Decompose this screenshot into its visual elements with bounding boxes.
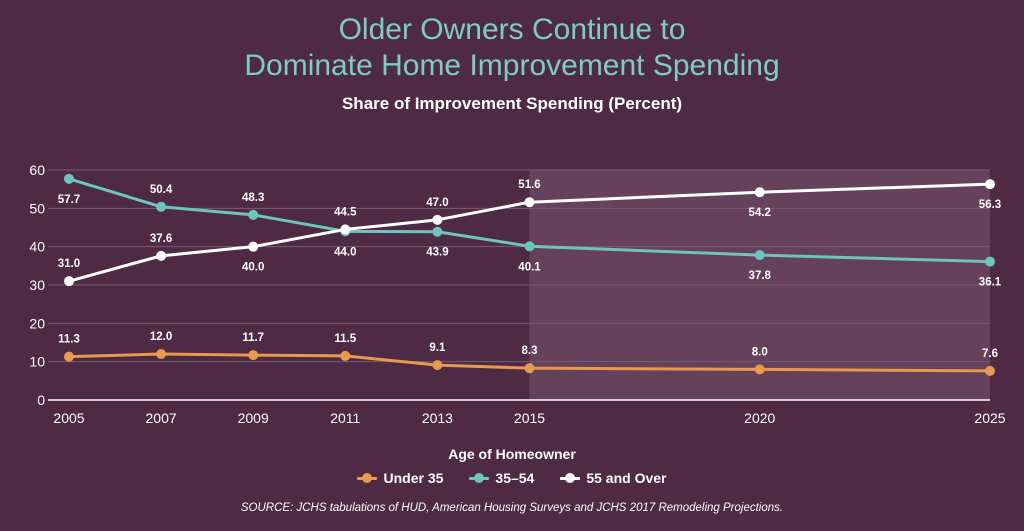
point-under-35-2015 xyxy=(524,363,535,374)
chart-subtitle: Share of Improvement Spending (Percent) xyxy=(341,94,683,113)
point-under-35-2025 xyxy=(985,365,995,376)
point-under-35-2013 xyxy=(432,360,443,371)
legend-swatch-under-35 xyxy=(357,472,378,484)
chart-title: Older Owners Continue to Dominate Home I… xyxy=(0,12,1024,84)
point-55-and-over-2013 xyxy=(432,214,443,225)
x-axis-title: Age of Homeowner xyxy=(448,446,576,462)
series-line-under-35 xyxy=(67,352,992,373)
legend-item-55-and-over: 55 and Over xyxy=(560,470,667,486)
x-tick-label-2015: 2015 xyxy=(514,410,545,426)
source-note: SOURCE: JCHS tabulations of HUD, America… xyxy=(240,502,784,514)
x-tick-label-2013: 2013 xyxy=(422,410,453,426)
data-label-55-and-over-2009: 40.0 xyxy=(242,262,264,274)
data-label-35-54-2005: 57.7 xyxy=(58,194,80,206)
data-label-under-35-2020: 8.0 xyxy=(752,346,768,358)
data-label-under-35-2015: 8.3 xyxy=(522,345,538,357)
point-35-54-2013 xyxy=(432,226,443,237)
data-label-35-54-2025: 36.1 xyxy=(979,277,1002,289)
data-label-55-and-over-2005: 31.0 xyxy=(58,258,80,270)
data-label-35-54-2020: 37.8 xyxy=(749,270,772,282)
data-label-35-54-2009: 48.3 xyxy=(242,192,264,204)
data-label-35-54-2007: 50.4 xyxy=(150,184,173,196)
data-label-35-54-2013: 43.9 xyxy=(426,247,448,259)
legend-swatch-55-and-over xyxy=(560,472,581,484)
data-label-55-and-over-2020: 54.2 xyxy=(749,207,771,219)
legend-label-55-and-over: 55 and Over xyxy=(586,470,667,486)
y-tick-label-60: 60 xyxy=(29,162,45,178)
point-55-and-over-2020 xyxy=(754,187,765,198)
point-under-35-2007 xyxy=(156,349,167,359)
series-line-55-and-over xyxy=(67,182,992,283)
point-under-35-2005 xyxy=(64,351,74,362)
y-tick-label-0: 0 xyxy=(37,392,45,408)
point-55-and-over-2009 xyxy=(248,241,259,252)
y-tick-label-40: 40 xyxy=(29,239,45,255)
x-tick-label-2025: 2025 xyxy=(974,410,1005,426)
data-label-55-and-over-2011: 44.5 xyxy=(334,206,357,218)
x-tick-label-2005: 2005 xyxy=(53,410,84,426)
data-label-under-35-2005: 11.3 xyxy=(58,334,80,346)
data-label-35-54-2015: 40.1 xyxy=(518,261,541,273)
legend-label-35-54: 35–54 xyxy=(495,470,535,486)
title-line-2: Dominate Home Improvement Spending xyxy=(244,49,780,82)
point-under-35-2009 xyxy=(248,350,259,361)
y-tick-label-50: 50 xyxy=(29,200,45,216)
data-label-under-35-2025: 7.6 xyxy=(982,348,998,360)
data-label-55-and-over-2007: 37.6 xyxy=(150,233,172,245)
data-label-under-35-2011: 11.5 xyxy=(334,333,356,345)
point-35-54-2005 xyxy=(64,173,74,184)
point-35-54-2020 xyxy=(754,250,765,261)
y-tick-label-10: 10 xyxy=(29,354,45,370)
data-label-35-54-2011: 44.0 xyxy=(334,246,356,258)
point-under-35-2020 xyxy=(754,364,765,375)
data-label-55-and-over-2025: 56.3 xyxy=(979,199,1001,211)
legend-swatch-35-54 xyxy=(469,472,490,484)
legend-item-under-35: Under 35 xyxy=(357,470,443,486)
point-55-and-over-2005 xyxy=(64,276,74,287)
point-35-54-2007 xyxy=(156,201,167,212)
point-55-and-over-2025 xyxy=(985,179,995,190)
point-55-and-over-2007 xyxy=(156,250,167,261)
point-35-54-2009 xyxy=(248,209,259,220)
legend-item-35-54: 35–54 xyxy=(469,470,534,486)
data-label-under-35-2007: 12.0 xyxy=(150,331,172,343)
point-55-and-over-2015 xyxy=(524,197,535,208)
data-label-under-35-2009: 11.7 xyxy=(242,332,264,344)
data-label-under-35-2013: 9.1 xyxy=(429,342,446,354)
point-35-54-2015 xyxy=(524,241,535,252)
y-tick-label-20: 20 xyxy=(29,315,45,331)
point-under-35-2011 xyxy=(340,350,351,361)
title-line-1: Older Owners Continue to xyxy=(338,13,686,46)
point-35-54-2025 xyxy=(985,256,995,267)
legend: Under 35 35–54 55 and Over xyxy=(0,470,1024,486)
point-55-and-over-2011 xyxy=(340,224,351,235)
data-label-55-and-over-2013: 47.0 xyxy=(426,197,448,209)
x-tick-label-2009: 2009 xyxy=(238,410,269,426)
x-tick-label-2020: 2020 xyxy=(744,410,775,426)
x-tick-label-2007: 2007 xyxy=(146,410,177,426)
data-label-55-and-over-2015: 51.6 xyxy=(518,179,540,191)
x-tick-label-2011: 2011 xyxy=(330,410,360,426)
legend-label-under-35: Under 35 xyxy=(383,470,444,486)
series-line-35-54 xyxy=(67,177,992,264)
y-tick-label-30: 30 xyxy=(29,277,45,293)
